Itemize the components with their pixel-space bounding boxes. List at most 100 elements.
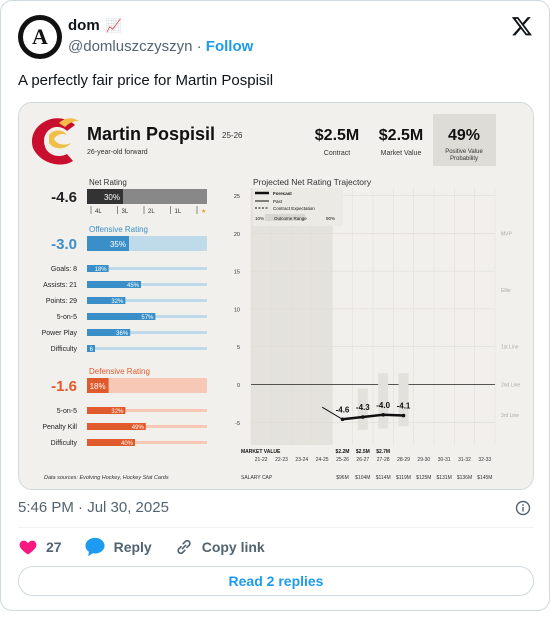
forecast-line (342, 413, 404, 421)
salary-cap-cell: $136M (457, 475, 472, 481)
x-tick-label: 27-28 (377, 457, 390, 463)
y-tick-label: 5 (237, 345, 240, 351)
forecast-value-label: -4.0 (376, 401, 390, 410)
forecast-value-label: -4.1 (397, 402, 411, 411)
offensive-row-track (87, 283, 207, 286)
action-bar: 27 Reply Copy link (18, 536, 287, 558)
x-tick-label: 32-33 (478, 457, 491, 463)
offensive-row-label: Power Play (42, 330, 78, 337)
net-rating-value: -4.6 (51, 189, 77, 206)
salary-cap-cell: $125M (416, 475, 431, 481)
follow-button[interactable]: Follow (205, 38, 254, 55)
market-value-cell: $2.7M (376, 449, 390, 455)
offensive-row-bar (87, 313, 156, 320)
chart-emoji: 📈 (105, 18, 123, 33)
read-replies-button[interactable]: Read 2 replies (18, 566, 534, 596)
probability-label-1: Positive Value (445, 149, 483, 155)
x-tick-label: 26-27 (356, 457, 369, 463)
salary-cap-cell: $104M (355, 475, 370, 481)
defensive-row-bar (87, 439, 135, 446)
outcome-range-bar (357, 388, 368, 430)
like-button[interactable]: 27 (18, 537, 62, 557)
market-value-label: Market Value (381, 150, 422, 157)
forecast-point (381, 412, 385, 417)
flames-logo-tip (59, 118, 79, 127)
defensive-title: Defensive Rating (89, 367, 150, 376)
salary-cap-cell: $96M (336, 475, 349, 481)
legend-range: Outcome Range (274, 216, 307, 221)
tweet-card: A dom 📈 @domluszczyszyn · Follow A perfe… (0, 0, 550, 611)
x-tick-label: 25-26 (336, 457, 349, 463)
offensive-pct: 35% (110, 240, 126, 249)
flames-logo-c (31, 118, 75, 165)
reply-button[interactable]: Reply (84, 537, 152, 557)
offensive-row-bar (87, 297, 126, 304)
legend-range-swatch (265, 214, 305, 221)
contract-value: $2.5M (315, 127, 359, 144)
market-value-row-label: MARKET VALUE (241, 449, 281, 455)
probability-box (433, 114, 496, 166)
forecast-point (340, 417, 345, 422)
tier-label: 1st Line (501, 345, 519, 351)
x-tick-label: 30-31 (438, 457, 451, 463)
copy-link-button[interactable]: Copy link (174, 537, 265, 557)
player-card-graphic: Martin Pospisil 25-26 26-year-old forward $… (19, 103, 533, 489)
market-value: $2.5M (379, 127, 423, 144)
display-name-text: dom (68, 17, 100, 34)
defensive-row-pct: 32% (111, 409, 124, 415)
net-scale-label: 3L (122, 209, 129, 215)
offensive-row-pct: 32% (111, 299, 124, 305)
market-value-cell: $2.2M (336, 449, 350, 455)
link-icon (177, 539, 191, 555)
flames-logo-flame (49, 130, 71, 149)
legend-forecast: Forecast (273, 191, 292, 196)
offensive-title: Offensive Rating (89, 225, 148, 234)
offensive-row-track (87, 267, 207, 270)
timestamp[interactable]: 5:46 PM · Jul 30, 2025 (18, 499, 169, 516)
defensive-row-track (87, 409, 207, 412)
offensive-row-track (87, 331, 207, 334)
player-subtitle: 26-year-old forward (87, 149, 148, 156)
offensive-row-pct: 45% (127, 283, 140, 289)
user-handle[interactable]: @domluszczyszyn (68, 38, 193, 55)
defensive-row-label: Penalty Kill (42, 424, 77, 431)
legend-past: Past (273, 199, 283, 204)
avatar-logo: A (21, 18, 59, 56)
x-tick-label: 31-32 (458, 457, 471, 463)
salary-cap-cell: $131M (437, 475, 452, 481)
tier-label: Elite (501, 288, 511, 294)
separator-dot: · (196, 38, 202, 55)
x-logo-icon[interactable] (511, 15, 533, 37)
net-scale-label: 1L (175, 209, 182, 215)
offensive-row-pct: 36% (116, 331, 129, 337)
net-rating-pct: 30% (104, 193, 120, 202)
display-name[interactable]: dom 📈 (68, 17, 122, 34)
x-tick-label: 21-22 (255, 457, 268, 463)
past-line (321, 406, 343, 420)
chart-title: Projected Net Rating Trajectory (253, 177, 372, 187)
defensive-value: -1.6 (51, 378, 77, 395)
avatar[interactable]: A (18, 15, 62, 59)
forecast-value-label: -4.3 (356, 403, 370, 412)
legend-contract: Contract Expectation (273, 206, 315, 211)
info-icon[interactable] (515, 500, 531, 516)
salary-cap-cell: $114M (376, 475, 391, 481)
salary-cap-cell: $119M (396, 475, 411, 481)
forecast-point (361, 415, 365, 419)
x-tick-label: 28-29 (397, 457, 410, 463)
salary-cap-cell: $145M (477, 475, 492, 481)
y-tick-label: 10 (234, 307, 240, 313)
tweet-media-image[interactable]: Martin Pospisil 25-26 26-year-old forward $… (18, 102, 534, 490)
reply-bubble-icon (85, 537, 105, 557)
data-sources: Data sources: Evolving Hockey, Hockey St… (44, 475, 169, 481)
y-tick-label: 20 (234, 232, 240, 238)
legend-10: 10% (255, 216, 264, 221)
x-tick-label: 29-30 (417, 457, 430, 463)
outcome-range-bar (378, 373, 389, 429)
reply-label: Reply (113, 539, 152, 555)
x-tick-label: 22-23 (275, 457, 288, 463)
offensive-row-label: 5-on-5 (57, 314, 77, 321)
net-rating-bar-fill (87, 189, 123, 204)
defensive-row-label: 5-on-5 (57, 408, 77, 415)
offensive-row-label: Points: 29 (46, 298, 77, 305)
